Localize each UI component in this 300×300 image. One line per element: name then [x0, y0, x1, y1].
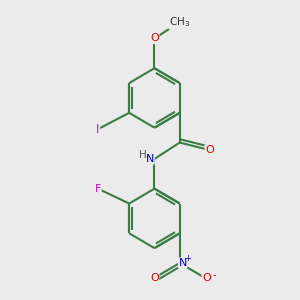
Text: -: - [212, 270, 216, 280]
Text: O: O [150, 34, 159, 44]
Text: CH$_3$: CH$_3$ [169, 15, 190, 29]
Text: H: H [139, 150, 147, 161]
Text: N: N [146, 154, 154, 164]
Text: O: O [205, 145, 214, 155]
Text: F: F [95, 184, 101, 194]
Text: I: I [96, 123, 100, 136]
Text: O: O [202, 273, 211, 283]
Text: +: + [184, 254, 191, 263]
Text: N: N [178, 258, 187, 268]
Text: O: O [150, 273, 159, 283]
